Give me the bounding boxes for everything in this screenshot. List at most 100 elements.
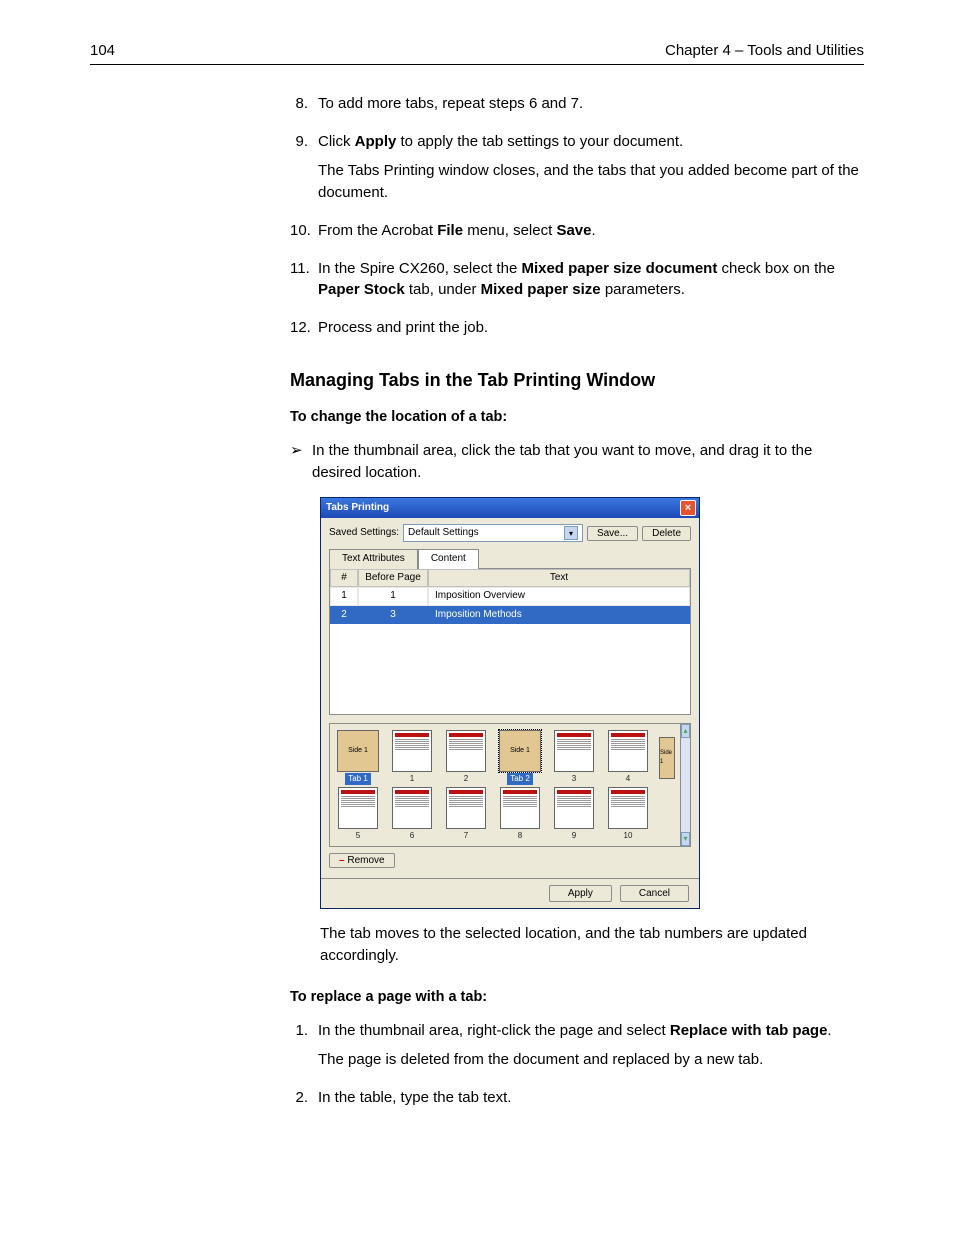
step-number: 8. (290, 93, 318, 115)
step: 11.In the Spire CX260, select the Mixed … (290, 258, 864, 302)
cell-before: 1 (358, 587, 428, 606)
remove-area: Remove (329, 853, 691, 869)
step-number: 11. (290, 258, 318, 302)
saved-settings-value: Default Settings (408, 526, 479, 541)
thumb-caption: 2 (461, 773, 471, 785)
numbered-steps-bottom: 1.In the thumbnail area, right-click the… (290, 1020, 864, 1109)
step-text: The page is deleted from the document an… (318, 1049, 864, 1071)
thumb-cell: 6 (388, 787, 436, 842)
subhead-replace-page: To replace a page with a tab: (290, 987, 864, 1008)
thumb-cell: 5 (334, 787, 382, 842)
bullet-body: In the thumbnail area, click the tab tha… (312, 440, 864, 484)
step-text: To add more tabs, repeat steps 6 and 7. (318, 93, 864, 115)
step-number: 1. (290, 1020, 318, 1072)
titlebar[interactable]: Tabs Printing × (321, 498, 699, 518)
cell-before: 3 (358, 606, 428, 625)
remove-button[interactable]: Remove (329, 853, 395, 868)
col-before: Before Page (358, 569, 428, 588)
page-thumb[interactable] (608, 730, 648, 772)
page-thumb[interactable] (446, 787, 486, 829)
page-thumb[interactable] (392, 787, 432, 829)
numbered-steps-top: 8.To add more tabs, repeat steps 6 and 7… (290, 93, 864, 339)
cell-n: 2 (330, 606, 358, 625)
page-thumb[interactable] (554, 787, 594, 829)
thumb-caption: 8 (515, 830, 525, 842)
thumb-caption: Tab 2 (507, 773, 533, 785)
page-header: 104 Chapter 4 – Tools and Utilities (90, 40, 864, 65)
thumb-cell: 2 (442, 730, 490, 785)
close-icon[interactable]: × (680, 500, 696, 516)
scroll-down-icon[interactable]: ▾ (681, 832, 690, 846)
step-text: Process and print the job. (318, 317, 864, 339)
scroll-up-icon[interactable]: ▴ (681, 724, 690, 738)
overflow-tab[interactable]: Side 1 (658, 737, 676, 779)
step: 10.From the Acrobat File menu, select Sa… (290, 220, 864, 242)
thumb-cell: 1 (388, 730, 436, 785)
tab-text-attributes[interactable]: Text Attributes (329, 549, 418, 569)
step-text: In the table, type the tab text. (318, 1087, 864, 1109)
after-screenshot-text: The tab moves to the selected location, … (320, 923, 864, 967)
cell-text: Imposition Overview (428, 587, 690, 606)
tabstrip: Text Attributes Content (321, 548, 699, 568)
col-text: Text (428, 569, 690, 588)
thumb-caption: 10 (621, 830, 636, 842)
step-number: 9. (290, 131, 318, 204)
step-text: The Tabs Printing window closes, and the… (318, 160, 864, 204)
step-body: From the Acrobat File menu, select Save. (318, 220, 864, 242)
thumb-caption: 6 (407, 830, 417, 842)
delete-button[interactable]: Delete (642, 526, 691, 541)
content-panel: # Before Page Text 11Imposition Overview… (329, 568, 691, 716)
saved-settings-combo[interactable]: Default Settings ▾ (403, 524, 583, 542)
chevron-down-icon[interactable]: ▾ (564, 526, 578, 540)
page-thumb[interactable] (392, 730, 432, 772)
thumb-cell: 8 (496, 787, 544, 842)
tab-thumb[interactable]: Side 1 (499, 730, 541, 772)
scrollbar[interactable]: ▴ ▾ (680, 724, 690, 845)
save-button[interactable]: Save... (587, 526, 638, 541)
page-thumb[interactable] (608, 787, 648, 829)
step: 8.To add more tabs, repeat steps 6 and 7… (290, 93, 864, 115)
thumb-cell: Side 1Tab 1 (334, 730, 382, 785)
table-row[interactable]: 23Imposition Methods (330, 606, 690, 625)
cancel-button[interactable]: Cancel (620, 885, 689, 902)
subhead-change-location: To change the location of a tab: (290, 407, 864, 428)
step: 9.Click Apply to apply the tab settings … (290, 131, 864, 204)
step-text: In the thumbnail area, right-click the p… (318, 1020, 864, 1042)
thumb-cell: 3 (550, 730, 598, 785)
grid-header: # Before Page Text (330, 569, 690, 588)
step-body: In the thumbnail area, right-click the p… (318, 1020, 864, 1072)
step-number: 2. (290, 1087, 318, 1109)
bullet-marker: ➢ (290, 440, 312, 484)
thumb-caption: 9 (569, 830, 579, 842)
tab-content[interactable]: Content (418, 549, 479, 569)
saved-settings-label: Saved Settings: (329, 526, 399, 541)
section-heading: Managing Tabs in the Tab Printing Window (290, 367, 864, 393)
page-thumb[interactable] (446, 730, 486, 772)
page-thumb[interactable] (500, 787, 540, 829)
thumb-cell: 4 (604, 730, 652, 785)
bullet-change-location: ➢ In the thumbnail area, click the tab t… (290, 440, 864, 484)
cell-n: 1 (330, 587, 358, 606)
page-thumb[interactable] (554, 730, 594, 772)
tab-thumb[interactable]: Side 1 (337, 730, 379, 772)
thumb-caption: 3 (569, 773, 579, 785)
step-body: In the Spire CX260, select the Mixed pap… (318, 258, 864, 302)
page-thumb[interactable] (338, 787, 378, 829)
step-number: 10. (290, 220, 318, 242)
thumb-cell: 10 (604, 787, 652, 842)
thumb-caption: 1 (407, 773, 417, 785)
page-number: 104 (90, 40, 115, 62)
thumb-cell: Side 1Tab 2 (496, 730, 544, 785)
step-number: 12. (290, 317, 318, 339)
col-num: # (330, 569, 358, 588)
step-body: In the table, type the tab text. (318, 1087, 864, 1109)
step-text: From the Acrobat File menu, select Save. (318, 220, 864, 242)
thumb-cell: 9 (550, 787, 598, 842)
table-row[interactable]: 11Imposition Overview (330, 587, 690, 606)
tabs-printing-window: Tabs Printing × Saved Settings: Default … (320, 497, 700, 909)
chapter-title: Chapter 4 – Tools and Utilities (665, 40, 864, 62)
step-body: Process and print the job. (318, 317, 864, 339)
apply-button[interactable]: Apply (549, 885, 612, 902)
window-title: Tabs Printing (326, 501, 389, 516)
step: 12.Process and print the job. (290, 317, 864, 339)
